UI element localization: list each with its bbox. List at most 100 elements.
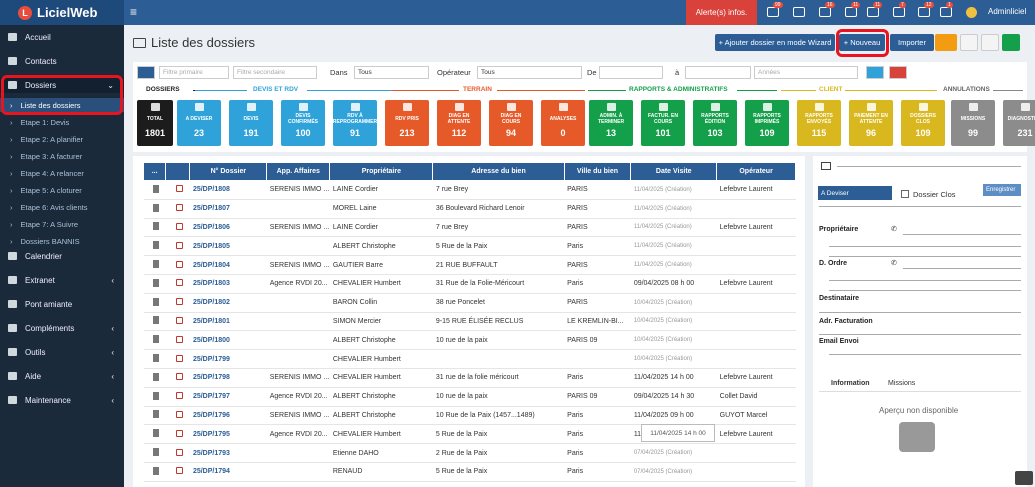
clear-button[interactable] (889, 66, 907, 79)
date-to-input[interactable] (685, 66, 751, 79)
tile-9[interactable]: ADMIN. À TERMINER 13 (589, 100, 633, 146)
cell-dossier-number[interactable]: 25/DP/1802 (189, 293, 267, 313)
dans-select[interactable]: Tous (354, 66, 429, 79)
sidebar-item-dossiers[interactable]: Dossiers ⌄ (0, 77, 124, 93)
row-doc-icon[interactable] (143, 443, 166, 463)
row-doc-icon[interactable] (143, 293, 166, 313)
tile-15[interactable]: DOSSIERS CLOS 109 (901, 100, 945, 146)
cell-dossier-number[interactable]: 25/DP/1807 (189, 199, 267, 219)
dordre-phone-field[interactable] (903, 268, 1021, 269)
dordre-name-field[interactable] (829, 280, 1021, 281)
subitem-etape-4[interactable]: › Etape 4: A relancer (0, 166, 124, 180)
row-doc-icon[interactable] (143, 199, 166, 219)
table-row[interactable]: 25/DP/1798 SERENIS IMMO ... CHEVALIER Humb… (143, 368, 796, 388)
cell-dossier-number[interactable]: 25/DP/1794 (189, 462, 267, 482)
col-header-5[interactable]: Adresse du bien (432, 162, 565, 181)
row-doc-icon[interactable] (143, 387, 166, 407)
tile-16[interactable]: MISSIONS 99 (951, 100, 995, 146)
col-header-1[interactable] (165, 162, 191, 181)
subitem-etape-1[interactable]: › Etape 1: Devis (0, 115, 124, 129)
filter-dropdown-button[interactable] (137, 66, 155, 79)
tile-3[interactable]: DEVIS CONFIRMÉS 100 (281, 100, 325, 146)
tile-17[interactable]: DIAGNOSTICS 231 (1003, 100, 1035, 146)
row-calendar-icon[interactable] (165, 349, 190, 369)
tile-11[interactable]: RAPPORTS ÉDITION 103 (693, 100, 737, 146)
proprietaire-name-field[interactable] (829, 246, 1021, 247)
secondary-filter-input[interactable]: Filtre secondaire (233, 66, 317, 79)
sidebar-item-pont-amiante[interactable]: Pont amiante (0, 296, 124, 312)
user-avatar[interactable] (966, 7, 977, 18)
row-doc-icon[interactable] (143, 424, 166, 445)
sidebar-item-aide[interactable]: Aide ‹ (0, 368, 124, 384)
tile-4[interactable]: RDV À REPROGRAMMER 91 (333, 100, 377, 146)
calendar-icon[interactable] (867, 7, 879, 17)
table-row[interactable]: 25/DP/1806 SERENIS IMMO ... LAINE Cordier 7… (143, 218, 796, 238)
row-doc-icon[interactable] (143, 236, 166, 257)
table-row[interactable]: 25/DP/1804 SERENIS IMMO ... GAUTIER Barre 2… (143, 255, 796, 275)
transfer-icon[interactable] (940, 7, 952, 17)
subitem-etape-3[interactable]: › Etape 3: A facturer (0, 149, 124, 163)
table-row[interactable]: 25/DP/1801 SIMON Mercier 9-15 RUE ÉLISÉE R… (143, 312, 796, 332)
row-calendar-icon[interactable] (165, 293, 190, 313)
tile-2[interactable]: DEVIS 191 (229, 100, 273, 146)
subitem-etape-6[interactable]: › Etape 6: Avis clients (0, 200, 124, 214)
cell-dossier-number[interactable]: 25/DP/1793 (189, 443, 267, 463)
tile-10[interactable]: FACTUR. EN COURS 101 (641, 100, 685, 146)
table-row[interactable]: 25/DP/1805 ALBERT Christophe 5 Rue de la P… (143, 236, 796, 257)
tile-13[interactable]: RAPPORTS ENVOYÉS 115 (797, 100, 841, 146)
sidebar-item-contacts[interactable]: Contacts (0, 53, 124, 69)
col-header-2[interactable]: N° Dossier (189, 162, 268, 181)
row-calendar-icon[interactable] (165, 406, 190, 426)
search-button[interactable] (866, 66, 884, 79)
tile-7[interactable]: DIAG EN COURS 94 (489, 100, 533, 146)
tile-12[interactable]: RAPPORTS IMPRIMÉS 109 (745, 100, 789, 146)
table-row[interactable]: 25/DP/1800 ALBERT Christophe 10 rue de la … (143, 330, 796, 351)
row-calendar-icon[interactable] (165, 443, 190, 463)
sidebar-item-outils[interactable]: Outils ‹ (0, 344, 124, 360)
settings-button[interactable] (960, 34, 978, 51)
dordre-address-field[interactable] (829, 290, 1021, 291)
tab-missions[interactable]: Missions (888, 380, 916, 387)
row-calendar-icon[interactable] (165, 199, 190, 219)
destinataire-field[interactable] (819, 312, 1021, 313)
mail-icon[interactable] (819, 7, 831, 17)
subitem-liste-dossiers[interactable]: › Liste des dossiers (0, 98, 124, 112)
row-calendar-icon[interactable] (165, 180, 190, 200)
row-doc-icon[interactable] (143, 274, 166, 294)
col-header-0[interactable]: ... (142, 162, 167, 181)
cart-icon[interactable] (845, 7, 857, 17)
row-calendar-icon[interactable] (165, 330, 190, 351)
table-row[interactable]: 25/DP/1808 SERENIS IMMO ... LAINE Cordier 7… (143, 180, 796, 200)
subitem-etape-7[interactable]: › Etape 7: A Suivre (0, 217, 124, 231)
cell-dossier-number[interactable]: 25/DP/1795 (189, 424, 267, 445)
tile-14[interactable]: PAIEMENT EN ATTENTE 96 (849, 100, 893, 146)
alert-button[interactable]: Alerte(s) infos. (686, 0, 757, 25)
table-row[interactable]: 25/DP/1802 BARON Collin 38 rue Poncelet PAR… (143, 293, 796, 313)
primary-filter-input[interactable]: Filtre primaire (159, 66, 229, 79)
table-row[interactable]: 25/DP/1799 CHEVALIER Humbert 10/04/2025 (C… (143, 349, 796, 369)
notification-icon[interactable] (767, 7, 779, 17)
list-icon[interactable] (793, 7, 805, 17)
tile-6[interactable]: DIAG EN ATTENTE 112 (437, 100, 481, 146)
row-calendar-icon[interactable] (165, 274, 190, 294)
excel-button[interactable] (1002, 34, 1020, 51)
col-header-8[interactable]: Opérateur (716, 162, 796, 181)
row-doc-icon[interactable] (143, 349, 166, 369)
row-calendar-icon[interactable] (165, 218, 190, 238)
row-doc-icon[interactable] (143, 406, 166, 426)
cell-dossier-number[interactable]: 25/DP/1797 (189, 387, 267, 407)
col-header-4[interactable]: Propriétaire (329, 162, 434, 181)
tile-5[interactable]: RDV PRIS 213 (385, 100, 429, 146)
status-select[interactable]: A Deviser (818, 186, 892, 200)
cell-dossier-number[interactable]: 25/DP/1805 (189, 236, 267, 257)
dossier-clos-checkbox[interactable] (901, 190, 909, 198)
proprietaire-phone-field[interactable] (903, 234, 1021, 235)
row-calendar-icon[interactable] (165, 462, 190, 482)
row-doc-icon[interactable] (143, 180, 166, 200)
sidebar-item-complements[interactable]: Compléments ‹ (0, 320, 124, 336)
annees-select[interactable]: Années (754, 66, 858, 79)
date-from-input[interactable] (599, 66, 663, 79)
subitem-etape-5[interactable]: › Etape 5: A cloturer (0, 183, 124, 197)
row-calendar-icon[interactable] (165, 255, 190, 275)
tab-information[interactable]: Information (831, 380, 870, 387)
